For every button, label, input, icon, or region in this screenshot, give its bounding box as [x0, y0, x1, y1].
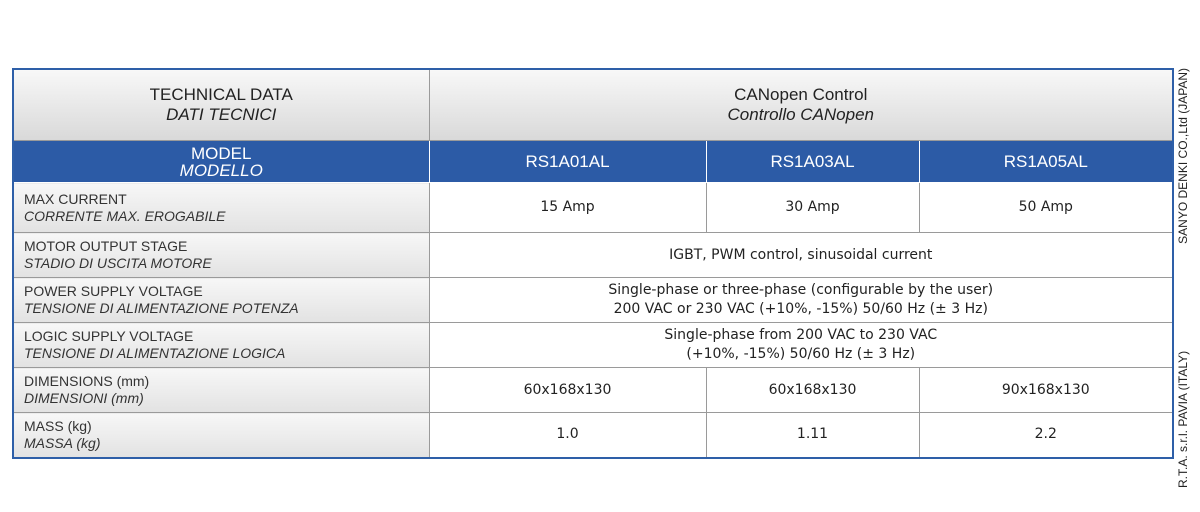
model-row: MODEL MODELLO RS1A01AL RS1A03AL RS1A05AL [12, 140, 1174, 183]
value-cell: 90x168x130 [918, 367, 1174, 413]
spec-table: TECHNICAL DATA DATI TECNICI CANopen Contr… [12, 68, 1175, 459]
value-line: 200 VAC or 230 VAC (+10%, -15%) 50/60 Hz… [613, 301, 988, 317]
label-it: CORRENTE MAX. EROGABILE [24, 207, 226, 224]
spec-row: MOTOR OUTPUT STAGE STADIO DI USCITA MOTOR… [12, 232, 1174, 278]
value-line: Single-phase from 200 VAC to 230 VAC [664, 327, 938, 343]
spec-row: POWER SUPPLY VOLTAGE TENSIONE DI ALIMENTA… [12, 277, 1174, 323]
row-label: LOGIC SUPPLY VOLTAGE TENSIONE DI ALIMENTA… [12, 322, 430, 368]
row-label: POWER SUPPLY VOLTAGE TENSIONE DI ALIMENTA… [12, 277, 430, 323]
control: CANopen Control [734, 85, 868, 104]
header-cell: CANopen Control Controllo CANopen [428, 68, 1174, 141]
title-it: DATI TECNICI [166, 105, 277, 124]
side-note: R.T.A. s.r.l. PAVIA (ITALY) [1176, 350, 1190, 488]
row-label: MASS (kg) MASSA (kg) [12, 412, 430, 458]
label-it: MASSA (kg) [24, 434, 101, 451]
row-label: DIMENSIONS (mm) DIMENSIONI (mm) [12, 367, 430, 413]
label: MAX CURRENT [24, 190, 127, 207]
model-name: RS1A03AL [705, 140, 920, 183]
value-cell: 60x168x130 [428, 367, 707, 413]
side-notes: R.T.A. s.r.l. PAVIA (ITALY) SANYO DENKI … [1176, 68, 1190, 488]
value-line: Single-phase or three-phase (configurabl… [608, 282, 994, 298]
label: MODEL [191, 143, 252, 163]
value-cell: 2.2 [918, 412, 1174, 458]
model-name: RS1A05AL [918, 140, 1174, 183]
header-row: TECHNICAL DATA DATI TECNICI CANopen Contr… [12, 68, 1174, 141]
label-it: STADIO DI USCITA MOTORE [24, 255, 212, 271]
value-cell: 1.11 [705, 412, 920, 458]
value-cell: 1.0 [428, 412, 707, 458]
model-name: RS1A01AL [428, 140, 707, 183]
label: MOTOR OUTPUT STAGE [24, 238, 188, 254]
value-cell: 15 Amp [428, 182, 707, 233]
label: MASS (kg) [24, 417, 92, 434]
value-line: (+10%, -15%) 50/60 Hz (± 3 Hz) [686, 346, 916, 362]
value-cell: Single-phase or three-phase (configurabl… [428, 277, 1174, 323]
label-it: DIMENSIONI (mm) [24, 390, 144, 406]
label-it: TENSIONE DI ALIMENTAZIONE POTENZA [24, 300, 299, 316]
value-line: IGBT, PWM control, sinusoidal current [669, 246, 933, 263]
value-cell: 50 Amp [918, 182, 1174, 233]
row-label: MOTOR OUTPUT STAGE STADIO DI USCITA MOTOR… [12, 232, 430, 278]
row-label: MAX CURRENT CORRENTE MAX. EROGABILE [12, 182, 430, 233]
title: TECHNICAL DATA [149, 85, 293, 104]
spec-row: DIMENSIONS (mm) DIMENSIONI (mm) 60x168x130… [12, 367, 1174, 413]
value-cell: 60x168x130 [705, 367, 920, 413]
spec-row: LOGIC SUPPLY VOLTAGE TENSIONE DI ALIMENTA… [12, 322, 1174, 368]
model-label: MODEL MODELLO [12, 140, 430, 183]
value-cell: Single-phase from 200 VAC to 230 VAC (+10… [428, 322, 1174, 368]
label: LOGIC SUPPLY VOLTAGE [24, 328, 194, 344]
control-it: Controllo CANopen [727, 105, 874, 124]
label-it: TENSIONE DI ALIMENTAZIONE LOGICA [24, 345, 286, 361]
spec-row: MAX CURRENT CORRENTE MAX. EROGABILE 15 Amp… [12, 182, 1174, 233]
label: POWER SUPPLY VOLTAGE [24, 283, 203, 299]
label-it: MODELLO [179, 160, 263, 180]
value-cell: IGBT, PWM control, sinusoidal current [428, 232, 1174, 278]
label: DIMENSIONS (mm) [24, 373, 150, 389]
spec-row: MASS (kg) MASSA (kg) 1.0 1.11 2.2 [12, 412, 1174, 458]
side-note: SANYO DENKI CO.,Ltd (JAPAN) [1176, 68, 1190, 244]
header-cell: TECHNICAL DATA DATI TECNICI [12, 68, 430, 141]
value-cell: 30 Amp [705, 182, 920, 233]
